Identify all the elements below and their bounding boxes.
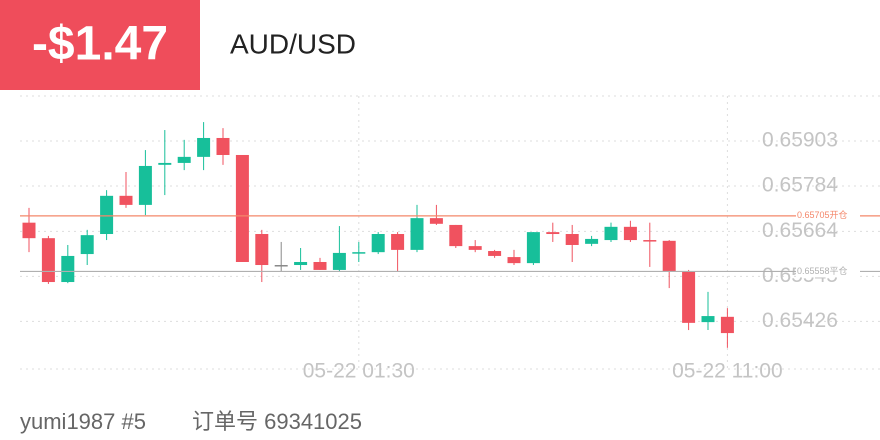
order-number: 订单号 69341025 bbox=[192, 409, 362, 434]
candle-body bbox=[80, 235, 94, 255]
reference-label-bg bbox=[796, 265, 860, 278]
candle-body bbox=[216, 137, 230, 155]
y-tick-label: 0.65903 bbox=[762, 129, 838, 152]
reference-label: 0.65705开仓 bbox=[797, 209, 848, 220]
candle-body bbox=[546, 232, 560, 235]
candle-body bbox=[313, 261, 327, 270]
candle-body bbox=[294, 261, 308, 266]
candle-body bbox=[332, 252, 346, 270]
candle-body bbox=[391, 234, 405, 250]
candle-body bbox=[352, 252, 366, 254]
candle-body bbox=[119, 195, 133, 205]
candle-body bbox=[720, 316, 734, 334]
y-tick-label: 0.65784 bbox=[762, 174, 838, 197]
candle-body bbox=[488, 251, 502, 256]
candle-body bbox=[177, 156, 191, 163]
candle-body bbox=[235, 154, 249, 262]
candle-body bbox=[41, 238, 55, 283]
candle-body bbox=[158, 162, 172, 165]
reference-label-bg bbox=[796, 209, 860, 222]
candle-body bbox=[507, 257, 521, 264]
candle-body bbox=[604, 226, 618, 241]
x-tick-label: 05-22 11:00 bbox=[672, 360, 783, 383]
user: yumi1987 #5 bbox=[20, 409, 146, 434]
candle-body bbox=[623, 226, 637, 241]
symbol: AUD/USD bbox=[230, 28, 356, 59]
y-tick-label: 0.65664 bbox=[762, 219, 838, 242]
candle-body bbox=[371, 234, 385, 253]
y-tick-label: 0.65426 bbox=[762, 309, 838, 332]
candle-body bbox=[468, 246, 482, 250]
candle-body bbox=[565, 234, 579, 245]
candle-body bbox=[138, 165, 152, 205]
plot: 0.659030.657840.656640.655450.6542605-22… bbox=[20, 96, 880, 383]
candle-body bbox=[682, 271, 696, 323]
candle-body bbox=[429, 218, 443, 224]
x-tick-label: 05-22 01:30 bbox=[303, 360, 415, 383]
candle-body bbox=[410, 218, 424, 250]
pnl: -$1.47 bbox=[32, 18, 168, 71]
reference-label: 0.65558平仓 bbox=[797, 265, 848, 276]
candle-body bbox=[662, 240, 676, 272]
candle-body bbox=[22, 222, 36, 239]
candle-body bbox=[255, 234, 269, 266]
candle-body bbox=[100, 195, 114, 235]
candle-body bbox=[526, 232, 540, 264]
pnl-badge bbox=[0, 0, 200, 90]
candle-body bbox=[643, 240, 657, 242]
candle-body bbox=[449, 224, 463, 247]
candle-body bbox=[585, 238, 599, 244]
candle-body bbox=[701, 316, 715, 323]
candle-body bbox=[197, 137, 211, 157]
candle-body bbox=[274, 265, 288, 267]
candle-body bbox=[61, 255, 75, 283]
